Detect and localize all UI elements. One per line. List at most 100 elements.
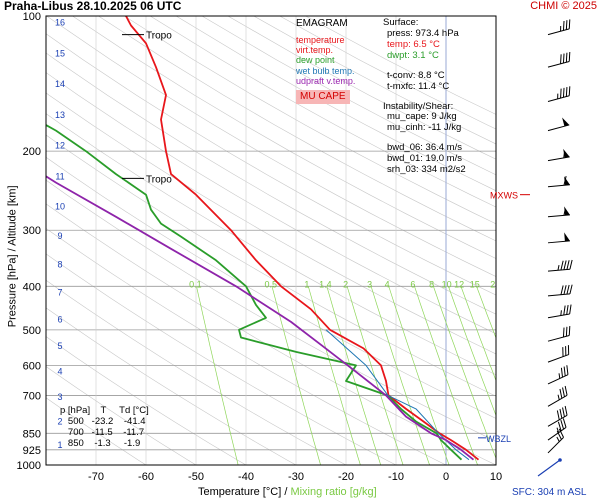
mixing-ratio-line bbox=[271, 286, 321, 465]
wind-barb bbox=[547, 304, 572, 319]
mu-cape: mu_cape: 9 J/kg bbox=[387, 111, 457, 123]
series-dew-point bbox=[46, 124, 463, 461]
dry-adiabat bbox=[46, 307, 297, 465]
legend-title: EMAGRAM bbox=[296, 18, 348, 29]
wind-barb bbox=[547, 418, 567, 441]
wind-barb bbox=[547, 86, 571, 102]
mixing-ratio-label: 0.1 bbox=[189, 279, 202, 289]
legend-item: temperature bbox=[296, 34, 345, 45]
srh-03: srh_03: 334 m2/s2 bbox=[387, 164, 466, 176]
x-tick-label: -20 bbox=[338, 471, 354, 483]
dry-adiabat bbox=[46, 33, 496, 296]
y-axis-label-text: Pressure [hPa] / Altitude [km] bbox=[6, 185, 19, 328]
pressure-tick-label: 500 bbox=[23, 325, 41, 337]
series-temperature bbox=[125, 16, 480, 461]
wind-barb bbox=[547, 365, 569, 385]
km-tick-label: 12 bbox=[55, 141, 65, 151]
x-axis-mix-label: Mixing ratio [g/kg] bbox=[290, 486, 377, 498]
km-tick-label: 15 bbox=[55, 48, 65, 58]
series-wet-bulb-temp bbox=[325, 329, 470, 461]
mixing-ratio-line bbox=[414, 286, 478, 465]
mixing-ratio-label: 2 bbox=[343, 279, 348, 289]
wind-barb bbox=[547, 326, 571, 342]
dry-adiabat bbox=[46, 16, 496, 277]
km-tick-label: 13 bbox=[55, 110, 65, 120]
mixing-ratio-label: 0.5 bbox=[264, 279, 277, 289]
dry-adiabat bbox=[46, 92, 496, 355]
surface-wind-marker bbox=[537, 459, 561, 477]
mixing-ratio-label: 20 bbox=[490, 279, 500, 289]
legend-item: dew point bbox=[296, 55, 335, 66]
brand-label: CHMI © 2025 bbox=[530, 0, 597, 12]
tropopause-label: Tropo bbox=[146, 31, 172, 42]
dry-adiabat bbox=[124, 16, 496, 225]
mixing-ratio-line bbox=[433, 286, 496, 460]
x-tick-label: -40 bbox=[238, 471, 254, 483]
surface-dwpt: dwpt: 3.1 °C bbox=[387, 49, 439, 61]
legend-item: wet bulb temp. bbox=[296, 65, 355, 76]
pressure-tick-label: 600 bbox=[23, 360, 41, 372]
pressure-tick-label: 700 bbox=[23, 390, 41, 402]
surface-temp: temp: 6.5 °C bbox=[387, 38, 440, 50]
axis-ticks: -70 -60 -50 -40 -30 -20 -10 0 10 100 200 300 400 500 6… bbox=[17, 11, 503, 483]
wind-barb bbox=[547, 385, 568, 407]
mixing-ratio-line bbox=[326, 286, 382, 465]
mixing-ratio-line bbox=[476, 286, 496, 339]
dry-adiabat bbox=[46, 113, 496, 376]
sfc-label: SFC: 304 m ASL bbox=[512, 487, 587, 498]
legend-item: udpraft v.temp. bbox=[296, 75, 356, 86]
mucape-label: MU CAPE bbox=[296, 90, 350, 104]
surface-wind-dot bbox=[558, 458, 562, 462]
mixing-ratio-label: 25 bbox=[507, 279, 517, 289]
mixing-ratio-line bbox=[388, 286, 450, 465]
legend-item: virt.temp. bbox=[296, 44, 334, 55]
x-tick-label: -70 bbox=[88, 471, 104, 483]
km-tick-label: 4 bbox=[57, 367, 62, 377]
wind-barb bbox=[547, 206, 570, 218]
mixing-ratio-line bbox=[460, 286, 496, 382]
mixing-ratio-label: 1 bbox=[304, 279, 309, 289]
km-tick-label: 2 bbox=[57, 416, 62, 426]
wind-barb bbox=[547, 284, 573, 297]
chart-title: Praha-Libus 28.10.2025 06 UTC bbox=[4, 0, 182, 13]
pressure-tick-label: 100 bbox=[23, 11, 41, 23]
wind-barb bbox=[547, 117, 570, 132]
mixing-ratio-label: 12 bbox=[454, 279, 464, 289]
dry-adiabat bbox=[72, 16, 496, 259]
mixing-ratio-line bbox=[307, 286, 361, 465]
km-tick-label: 6 bbox=[57, 315, 62, 325]
mixing-ratio-label: 8 bbox=[429, 279, 434, 289]
instability-header: Instability/Shear: bbox=[383, 100, 454, 112]
wind-barb bbox=[547, 405, 568, 427]
x-tick-label: -50 bbox=[188, 471, 204, 483]
dry-adiabat bbox=[46, 279, 347, 465]
level-table-row: 700 -11.5 -11.7 bbox=[60, 426, 145, 438]
x-tick-label: -30 bbox=[288, 471, 304, 483]
surface-press: press: 973.4 hPa bbox=[387, 27, 459, 39]
dry-adiabat bbox=[46, 228, 447, 465]
wbzl-label: WBZL bbox=[486, 434, 511, 444]
x-tick-label: -60 bbox=[138, 471, 154, 483]
level-table-row: 500 -23.2 -41.4 bbox=[60, 415, 146, 427]
km-tick-label: 9 bbox=[57, 231, 62, 241]
pressure-tick-label: 1000 bbox=[17, 460, 41, 472]
wind-barb bbox=[547, 232, 570, 244]
bwd-06: bwd_06: 36.4 m/s bbox=[387, 142, 462, 154]
wind-barb bbox=[547, 148, 570, 162]
level-table: p [hPa] T Td [°C] 500 -23.2 -41.4 700 -1… bbox=[60, 405, 149, 450]
legend: EMAGRAM temperature virt.temp. dew point we… bbox=[296, 18, 355, 104]
wind-barb bbox=[547, 175, 570, 188]
level-table-header: p [hPa] T Td [°C] bbox=[60, 405, 149, 416]
pressure-tick-label: 400 bbox=[23, 281, 41, 293]
x-tick-label: 0 bbox=[443, 471, 449, 483]
mixing-ratio-lines: 0.1 0.5 1 1.4 2 3 4 6 8 10 12 15 20 25 bbox=[189, 279, 517, 465]
plot-frame bbox=[45, 15, 497, 466]
mixing-ratio-label: 3 bbox=[367, 279, 372, 289]
mixing-ratio-line bbox=[196, 286, 239, 465]
km-tick-label: 16 bbox=[55, 18, 65, 28]
mixing-ratio-label: 6 bbox=[410, 279, 415, 289]
dry-adiabat bbox=[150, 16, 496, 208]
mixing-ratio-label: 15 bbox=[470, 279, 480, 289]
mu-cinh: mu_cinh: -11 J/kg bbox=[387, 122, 462, 134]
km-tick-label: 8 bbox=[57, 260, 62, 270]
